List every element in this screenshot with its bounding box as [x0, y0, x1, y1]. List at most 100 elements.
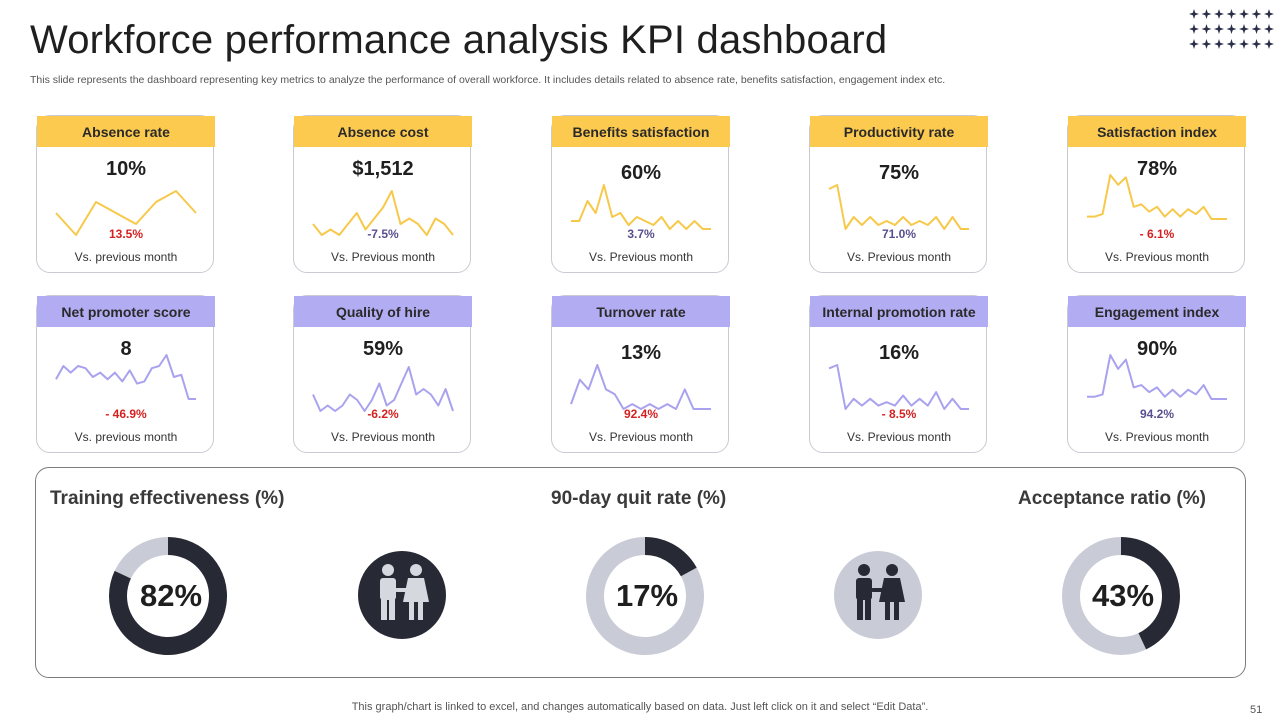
card-comparison: Vs. previous month	[74, 250, 178, 264]
kpi-card-benefits-satisfaction[interactable]: Benefits satisfaction 60% 3.7% Vs. Previ…	[551, 115, 730, 273]
sparkline-series	[828, 184, 969, 230]
card-value: 10%	[105, 158, 147, 180]
card-comparison: Vs. Previous month	[846, 430, 952, 444]
quit-rate-donut[interactable]	[584, 535, 706, 657]
card-value: 78%	[1136, 158, 1178, 180]
card-value: $1,512	[352, 158, 414, 180]
page-subtitle: This slide represents the dashboard repr…	[30, 74, 946, 86]
sparkle-icon	[1251, 39, 1262, 49]
card-title: Turnover rate	[552, 296, 730, 327]
sparkle-icon	[1214, 39, 1224, 49]
donut-value-slice	[1121, 537, 1180, 650]
card-value: 60%	[620, 162, 662, 184]
sparkline-series	[828, 364, 969, 410]
card-change: 92.4%	[623, 407, 659, 421]
sparkle-icon	[1214, 24, 1224, 34]
sparkline	[828, 184, 969, 230]
sparkle-icon	[1251, 24, 1262, 34]
card-value: 59%	[362, 338, 404, 360]
sparkle-icon	[1264, 24, 1274, 34]
card-comparison: Vs. Previous month	[588, 250, 694, 264]
sparkline-series	[312, 366, 454, 412]
sparkle-icon	[1239, 39, 1249, 49]
card-change: - 6.1%	[1139, 227, 1175, 241]
kpi-card-quality-of-hire[interactable]: Quality of hire 59% -6.2% Vs. Previous m…	[293, 295, 472, 453]
card-title: Benefits satisfaction	[552, 116, 730, 147]
card-change: -6.2%	[367, 407, 399, 421]
donut-remainder-slice	[114, 537, 168, 579]
kpi-card-turnover-rate[interactable]: Turnover rate 13% 92.4% Vs. Previous mon…	[551, 295, 730, 453]
sparkline	[312, 190, 454, 236]
sparkline-series	[570, 364, 711, 410]
sparkline	[312, 366, 454, 412]
page-number: 51	[1250, 704, 1263, 716]
decorative-sparkles-icon	[1189, 9, 1274, 49]
sparkle-icon	[1189, 39, 1199, 49]
acceptance-ratio-title: Acceptance ratio (%)	[1018, 488, 1206, 509]
sparkle-icon	[1214, 9, 1224, 19]
sparkline-series	[571, 184, 711, 230]
card-title: Absence rate	[37, 116, 215, 147]
acceptance-ratio-donut[interactable]	[1060, 535, 1182, 657]
sparkle-icon	[1201, 24, 1212, 34]
card-comparison: Vs. Previous month	[588, 430, 694, 444]
sparkline	[1087, 354, 1227, 400]
quit-rate-value: 17%	[615, 578, 679, 613]
card-title: Net promoter score	[37, 296, 215, 327]
footnote: This graph/chart is linked to excel, and…	[351, 701, 929, 713]
sparkline	[55, 354, 196, 400]
card-change: - 46.9%	[105, 407, 147, 421]
couple-icon	[358, 551, 446, 639]
card-change: 71.0%	[881, 227, 917, 241]
training-effectiveness-donut[interactable]	[107, 535, 229, 657]
sparkle-icon	[1239, 24, 1249, 34]
sparkline	[570, 364, 711, 410]
sparkle-icon	[1264, 9, 1274, 19]
card-comparison: Vs. Previous month	[1104, 430, 1210, 444]
card-title: Absence cost	[294, 116, 472, 147]
sparkline-series	[1087, 354, 1227, 400]
training-effectiveness-value: 82%	[139, 578, 203, 613]
kpi-card-productivity-rate[interactable]: Productivity rate 75% 71.0% Vs. Previous…	[809, 115, 988, 273]
kpi-card-engagement-index[interactable]: Engagement index 90% 94.2% Vs. Previous …	[1067, 295, 1246, 453]
sparkline	[55, 190, 197, 236]
card-title: Quality of hire	[294, 296, 472, 327]
card-comparison: Vs. Previous month	[1104, 250, 1210, 264]
card-comparison: Vs. Previous month	[330, 430, 436, 444]
page-title: Workforce performance analysis KPI dashb…	[30, 18, 888, 62]
card-change: 3.7%	[627, 227, 655, 241]
card-value: 13%	[620, 342, 662, 364]
sparkline	[571, 184, 711, 230]
kpi-card-absence-rate[interactable]: Absence rate 10% 13.5% Vs. previous mont…	[36, 115, 215, 273]
kpi-card-absence-cost[interactable]: Absence cost $1,512 -7.5% Vs. Previous m…	[293, 115, 472, 273]
card-change: -7.5%	[367, 227, 399, 241]
donut-value-slice	[645, 537, 697, 577]
card-value: 90%	[1136, 338, 1178, 360]
sparkle-icon	[1201, 9, 1212, 19]
sparkle-icon	[1264, 39, 1274, 49]
kpi-card-satisfaction-index[interactable]: Satisfaction index 78% - 6.1% Vs. Previo…	[1067, 115, 1246, 273]
sparkline-series	[1087, 174, 1227, 220]
card-title: Internal promotion rate	[810, 296, 988, 327]
card-title: Engagement index	[1068, 296, 1246, 327]
kpi-card-net-promoter-score[interactable]: Net promoter score 8 - 46.9% Vs. previou…	[36, 295, 215, 453]
card-value: 16%	[878, 342, 920, 364]
card-comparison: Vs. Previous month	[846, 250, 952, 264]
card-comparison: Vs. Previous month	[330, 250, 436, 264]
donut-remainder-slice	[586, 537, 704, 655]
sparkline	[828, 364, 969, 410]
card-title: Productivity rate	[810, 116, 988, 147]
card-comparison: Vs. previous month	[74, 430, 178, 444]
sparkline	[1087, 174, 1227, 220]
training-effectiveness-title: Training effectiveness (%)	[50, 488, 285, 509]
card-change: 13.5%	[108, 227, 144, 241]
card-change: - 8.5%	[881, 407, 917, 421]
kpi-card-internal-promotion-rate[interactable]: Internal promotion rate 16% - 8.5% Vs. P…	[809, 295, 988, 453]
card-value: 75%	[878, 162, 920, 184]
acceptance-ratio-value: 43%	[1091, 578, 1155, 613]
quit-rate-title: 90-day quit rate (%)	[551, 488, 727, 509]
sparkle-icon	[1189, 9, 1199, 19]
sparkle-icon	[1226, 9, 1237, 19]
donut-remainder-slice	[1062, 537, 1147, 655]
sparkline-series	[55, 354, 196, 400]
